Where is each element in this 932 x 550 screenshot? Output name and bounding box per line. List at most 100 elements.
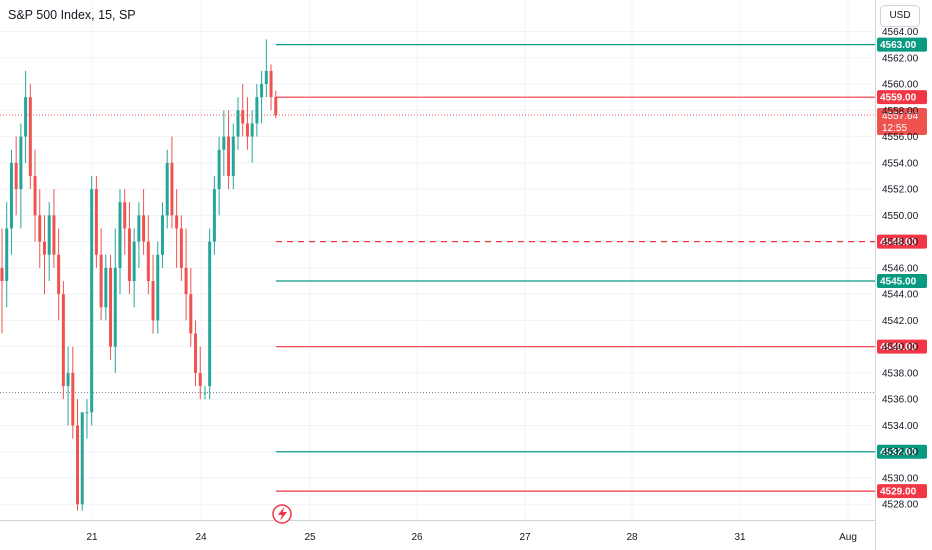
lightning-icon <box>278 507 287 521</box>
bar-countdown-label: 12:55 <box>882 123 907 134</box>
price-levels-group: 4563.00 4559.00 4548.00 4545.00 4540.00 4532.… <box>276 37 927 499</box>
candle-body <box>80 412 84 505</box>
candle-body <box>189 294 193 334</box>
price-level-label: 4548.00 <box>880 237 917 248</box>
price-tick-label: 4540.00 <box>882 342 919 353</box>
candle-body <box>28 97 32 176</box>
price-tick-label: 4542.00 <box>882 316 919 327</box>
time-axis[interactable]: 21 24 25 26 27 28 31 Aug <box>0 520 875 544</box>
price-tick-label: 4544.00 <box>882 290 919 301</box>
candle-body <box>231 136 235 176</box>
candle-body <box>236 110 240 137</box>
candle-body <box>85 412 89 414</box>
candle-body <box>94 189 98 255</box>
price-tick-label: 4546.00 <box>882 263 919 274</box>
time-tick-label: Aug <box>839 532 857 543</box>
price-level-label: 4529.00 <box>880 487 917 498</box>
candle-body <box>255 97 259 124</box>
candle-body <box>14 162 18 190</box>
price-tick-label: 4534.00 <box>882 421 919 432</box>
candle-body <box>227 136 231 176</box>
price-tick-label: 4548.00 <box>882 237 919 248</box>
candle-body <box>175 215 179 229</box>
candle-body <box>269 70 273 98</box>
candle-body <box>198 372 202 387</box>
currency-button[interactable]: USD <box>880 5 920 27</box>
candle-body <box>151 281 155 321</box>
candle-body <box>113 267 117 347</box>
candle-body <box>137 215 141 242</box>
price-tick-label: 4562.00 <box>882 53 919 64</box>
candle-body <box>0 267 4 282</box>
time-tick-label: 24 <box>195 532 207 543</box>
price-level-label: 4559.00 <box>880 93 917 104</box>
candle-body <box>104 267 108 308</box>
price-level-badge <box>877 90 927 105</box>
last-price-badge <box>877 108 927 136</box>
candle-body <box>57 254 61 295</box>
candle-body <box>194 333 198 373</box>
candle-body <box>264 70 268 85</box>
candle-body <box>274 97 278 116</box>
candle-body <box>52 215 56 255</box>
candle-body <box>47 215 51 255</box>
price-tick-label: 4558.00 <box>882 106 919 117</box>
price-tick-label: 4538.00 <box>882 368 919 379</box>
price-level-badge <box>877 234 927 249</box>
price-level-badge <box>877 37 927 52</box>
candle-body <box>61 294 65 387</box>
price-level-label: 4563.00 <box>880 40 917 51</box>
price-tick-label: 4556.00 <box>882 132 919 143</box>
price-level-badge <box>877 444 927 459</box>
candle-body <box>217 149 221 190</box>
price-level-badge <box>877 339 927 354</box>
price-tick-label: 4560.00 <box>882 80 919 91</box>
price-tick-label: 4554.00 <box>882 158 919 169</box>
candle-body <box>165 162 169 216</box>
candle-body <box>142 215 146 242</box>
candle-body <box>208 241 212 387</box>
price-tick-label: 4552.00 <box>882 185 919 196</box>
candle-body <box>132 241 136 282</box>
candle-body <box>245 123 249 137</box>
candle-body <box>203 392 207 394</box>
price-tick-label: 4536.00 <box>882 395 919 406</box>
candle-body <box>260 84 264 98</box>
price-tick-label: 4532.00 <box>882 447 919 458</box>
price-level-badge <box>877 484 927 499</box>
candle-body <box>156 254 160 321</box>
price-tick-label: 4528.00 <box>882 500 919 511</box>
time-tick-label: 26 <box>411 532 423 543</box>
price-level-label: 4532.00 <box>880 447 917 458</box>
chart-grid <box>0 0 875 520</box>
price-tick-label: 4564.00 <box>882 27 919 38</box>
price-axis[interactable]: 4528.00 4530.00 4532.00 4534.00 4536.00 4538.… <box>875 0 919 550</box>
time-tick-label: 27 <box>519 532 531 543</box>
time-tick-label: 21 <box>86 532 98 543</box>
candle-body <box>241 110 245 124</box>
candle-body <box>146 241 150 282</box>
candle-body <box>19 136 23 190</box>
candle-body <box>38 215 42 242</box>
tradingview-logo <box>272 504 292 524</box>
candle-body <box>160 215 164 255</box>
last-price-label: 4557.64 <box>882 111 919 122</box>
candle-body <box>71 372 75 426</box>
candle-body <box>179 228 183 268</box>
candle-body <box>109 267 113 347</box>
candle-body <box>99 254 103 308</box>
candle-body <box>222 136 226 150</box>
candle-body <box>9 162 13 229</box>
time-tick-label: 28 <box>626 532 638 543</box>
candle-body <box>250 123 254 137</box>
candle-body <box>66 372 70 387</box>
price-tick-label: 4550.00 <box>882 211 919 222</box>
candle-body <box>24 97 28 137</box>
candle-body <box>5 228 9 282</box>
candle-body <box>127 228 131 282</box>
price-level-label: 4545.00 <box>880 277 917 288</box>
candle-body <box>90 189 94 413</box>
time-tick-label: 25 <box>304 532 316 543</box>
